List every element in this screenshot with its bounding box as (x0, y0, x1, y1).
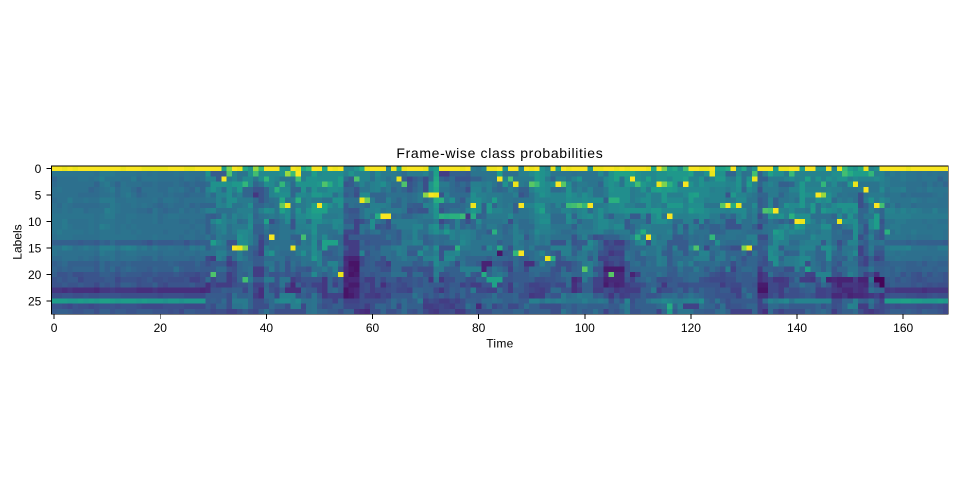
svg-text:100: 100 (575, 321, 595, 335)
svg-text:120: 120 (681, 321, 701, 335)
svg-text:160: 160 (893, 321, 913, 335)
svg-text:5: 5 (35, 188, 42, 202)
svg-text:Labels: Labels (10, 224, 24, 259)
svg-text:60: 60 (366, 321, 380, 335)
svg-text:15: 15 (28, 241, 42, 255)
svg-text:80: 80 (472, 321, 486, 335)
svg-text:40: 40 (260, 321, 274, 335)
svg-text:10: 10 (28, 215, 42, 229)
svg-text:25: 25 (28, 294, 42, 308)
svg-text:140: 140 (787, 321, 807, 335)
svg-text:Time: Time (486, 337, 513, 351)
svg-text:0: 0 (51, 321, 58, 335)
svg-text:20: 20 (154, 321, 168, 335)
svg-text:20: 20 (28, 268, 42, 282)
svg-text:0: 0 (35, 162, 42, 176)
svg-text:Frame-wise class probabilities: Frame-wise class probabilities (396, 145, 603, 161)
